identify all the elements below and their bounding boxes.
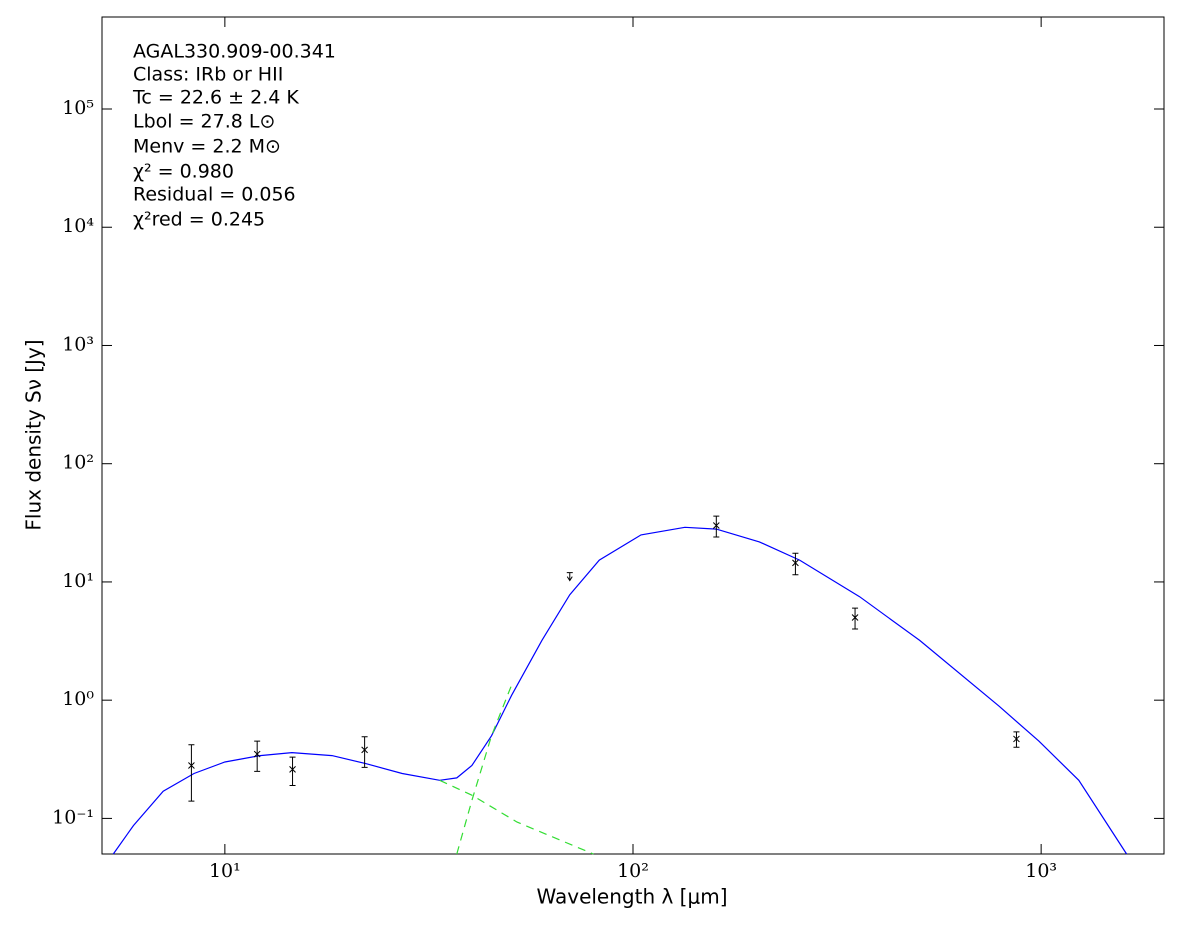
data-point <box>253 750 261 758</box>
data-point <box>289 765 296 773</box>
annotation: Lbol = 27.8 L⊙ <box>133 111 275 133</box>
annotation: χ² = 0.980 <box>133 161 234 183</box>
error-bar <box>792 552 799 576</box>
annotation: χ²red = 0.245 <box>133 209 265 231</box>
error-bar <box>713 515 720 538</box>
annotation: AGAL330.909-00.341 <box>133 41 336 63</box>
y-axis-label: Flux density Sν [Jy] <box>22 339 46 530</box>
y-tick-label: 10⁵ <box>62 97 94 119</box>
annotation: Class: IRb or HII <box>133 64 283 86</box>
x-tick-label: 10³ <box>1025 860 1057 882</box>
error-bar <box>361 736 368 768</box>
error-bar <box>188 744 195 802</box>
error-bar <box>289 756 296 786</box>
model-total <box>112 526 1128 855</box>
annotation: Residual = 0.056 <box>133 184 296 206</box>
data-point <box>792 559 799 567</box>
y-tick-label: 10⁰ <box>62 688 94 710</box>
error-bar <box>254 740 261 772</box>
model-component <box>456 684 513 855</box>
data-point <box>851 614 859 621</box>
data-point <box>1013 735 1020 743</box>
x-tick-label: 10² <box>617 860 649 882</box>
x-tick-label: 10¹ <box>209 860 241 882</box>
annotation: Tc = 22.6 ± 2.4 K <box>132 87 299 109</box>
y-tick-label: 10⁻¹ <box>52 806 94 828</box>
data-point <box>361 746 368 754</box>
annotation: Menv = 2.2 M⊙ <box>133 136 281 158</box>
error-bar <box>852 607 859 630</box>
y-tick-label: 10³ <box>62 333 94 355</box>
upper-limit <box>566 572 573 582</box>
y-tick-label: 10² <box>62 452 94 474</box>
x-axis-label: Wavelength λ [μm] <box>536 885 727 909</box>
data-point <box>188 762 195 769</box>
y-tick-label: 10⁴ <box>62 215 94 237</box>
data-point <box>712 522 720 529</box>
y-tick-label: 10¹ <box>62 570 94 592</box>
model-component <box>439 779 594 855</box>
